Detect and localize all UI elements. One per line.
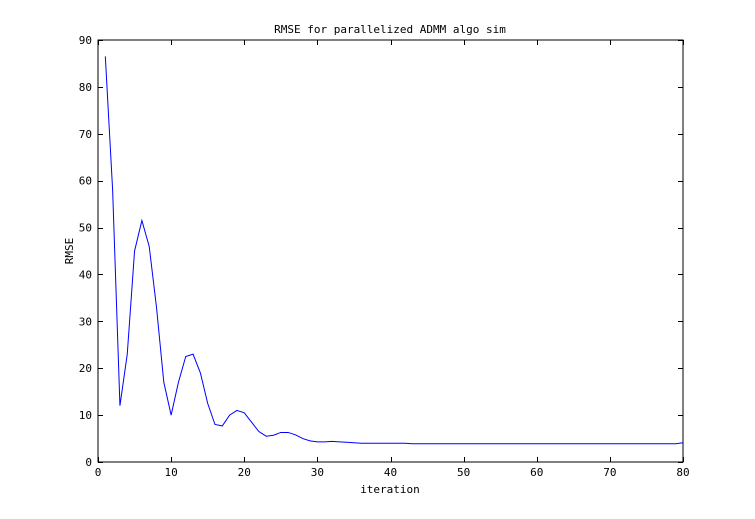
x-tick-label: 10 (165, 466, 178, 479)
x-tick-label: 50 (457, 466, 470, 479)
y-tick-label: 50 (79, 222, 92, 235)
axes-box (97, 39, 684, 463)
y-axis-label: RMSE (63, 238, 76, 265)
x-tick-label: 20 (238, 466, 251, 479)
y-tick-label: 30 (79, 315, 92, 328)
series-line (104, 56, 684, 445)
y-tick-label: 10 (79, 409, 92, 422)
y-tick-label: 40 (79, 268, 92, 281)
x-tick-label: 60 (530, 466, 543, 479)
plot-area: 0 10 20 30 40 50 60 70 80 0 10 20 30 40 50 60 70 80 90 (79, 34, 690, 479)
y-tick-label: 70 (79, 128, 92, 141)
x-tick-label: 40 (384, 466, 397, 479)
x-tick-label: 0 (95, 466, 102, 479)
chart-title: RMSE for parallelized ADMM algo sim (274, 23, 506, 36)
y-tick-label: 90 (79, 34, 92, 47)
y-tick-label: 20 (79, 362, 92, 375)
x-tick-label: 80 (676, 466, 689, 479)
x-tick-label: 30 (311, 466, 324, 479)
y-tick-label: 60 (79, 175, 92, 188)
x-axis-label: iteration (360, 483, 420, 496)
x-tick-label: 70 (603, 466, 616, 479)
y-tick-label: 0 (85, 456, 92, 469)
y-tick-label: 80 (79, 81, 92, 94)
